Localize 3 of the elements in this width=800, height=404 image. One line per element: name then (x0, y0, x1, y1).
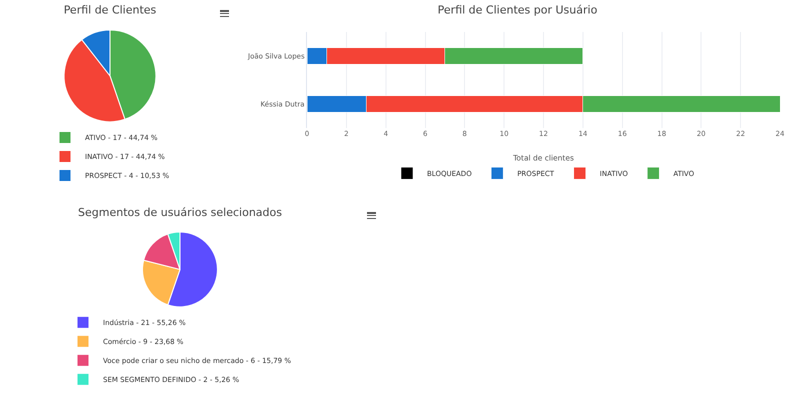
chart-title: Perfil de Clientes (64, 4, 157, 17)
chart-title: Segmentos de usuários selecionados (78, 206, 282, 219)
chart-title: Perfil de Clientes por Usuário (438, 4, 598, 17)
